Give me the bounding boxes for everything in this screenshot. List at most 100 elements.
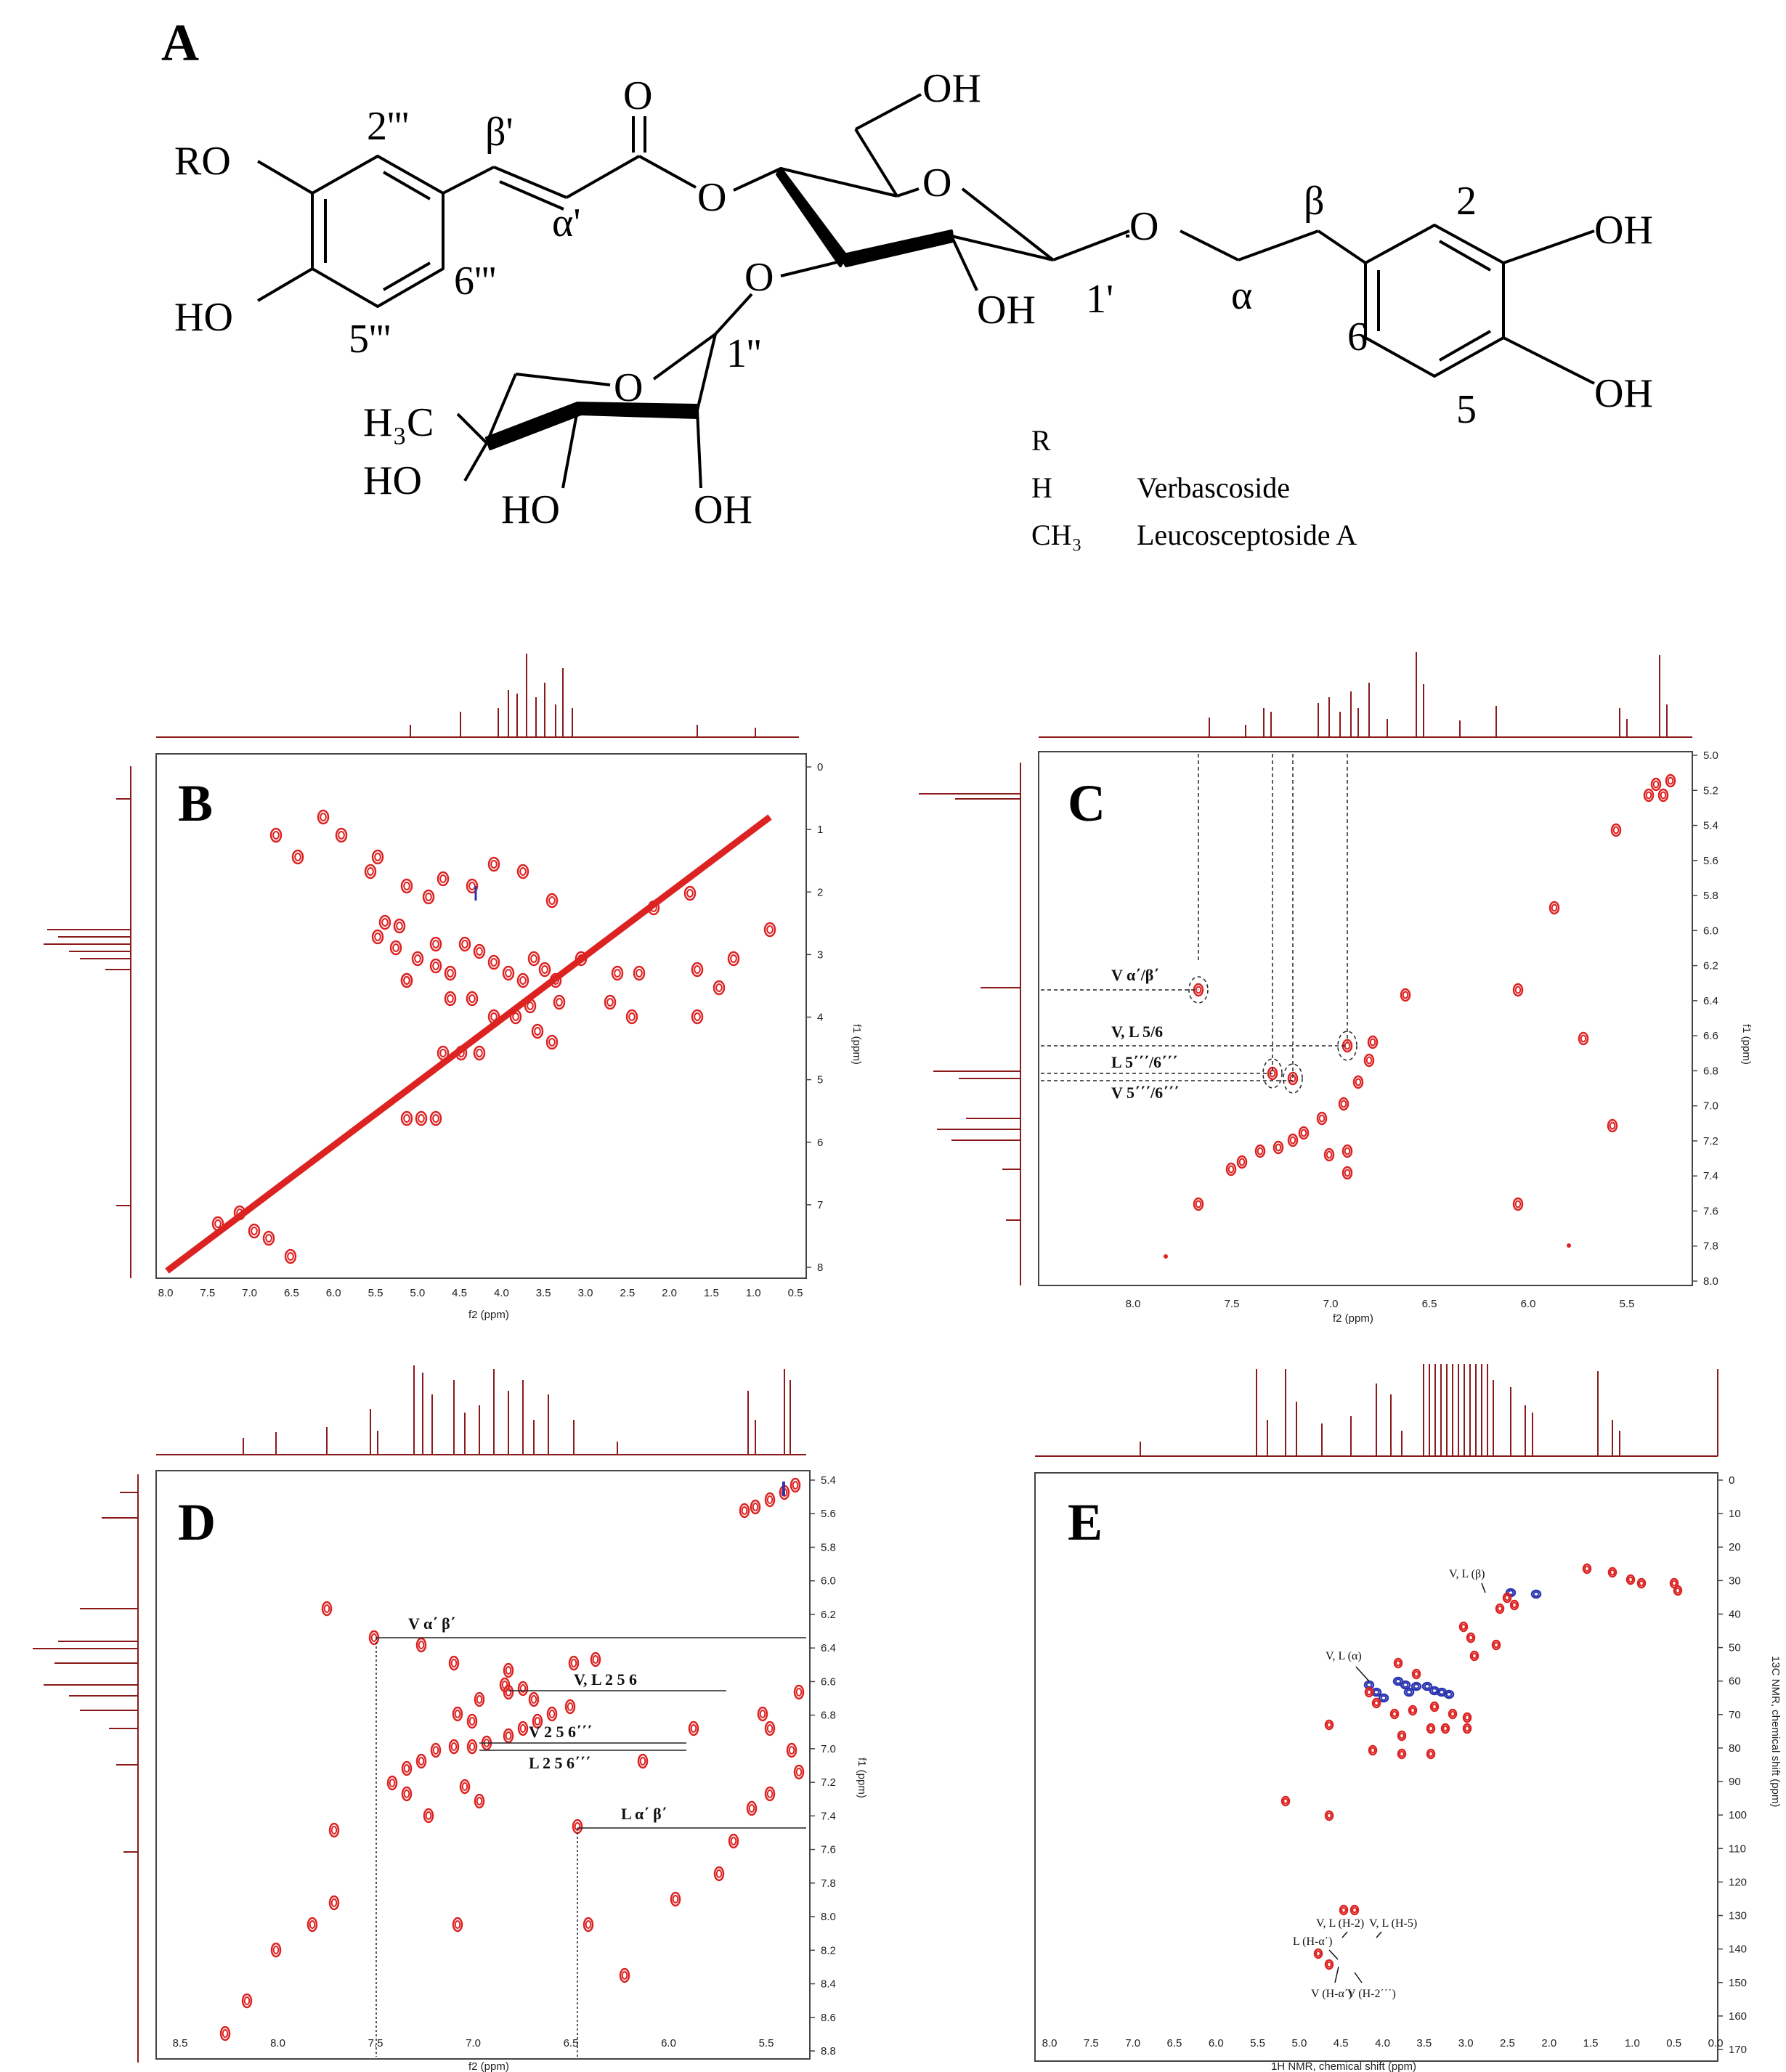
panel-e-peak-positive [1625, 1574, 1636, 1585]
panel-d-xtick: 7.5 [368, 2037, 383, 2049]
panel-e-annotation-alpha: V, L (α) [1326, 1650, 1362, 1662]
panel-c-peak [1338, 1097, 1349, 1111]
panel-e-peak-negative-inner [1395, 1678, 1402, 1684]
panel-c-ytick: 7.4 [1703, 1170, 1718, 1182]
panel-d-xtick: 6.0 [661, 2037, 676, 2049]
panel-b-peak-inner [396, 922, 403, 930]
panel-d-ytick: 5.4 [821, 1474, 836, 1487]
panel-e-xtick: 3.5 [1416, 2037, 1432, 2049]
panel-d-ytick: 6.8 [821, 1710, 836, 1722]
panel-e-peak-positive [1324, 1719, 1334, 1731]
panel-b-peak-inner [614, 969, 621, 978]
panel-b-cross-peaks [211, 809, 776, 1264]
panel-e-peak-negative-inner [1445, 1691, 1453, 1697]
panel-b-peak-inner [541, 965, 548, 974]
panel-e-peak-positive [1397, 1730, 1407, 1742]
label-oh-r1: OH [1594, 208, 1653, 253]
panel-c-ytick: 5.0 [1703, 749, 1718, 762]
label-five: 5 [1456, 387, 1477, 432]
panel-d-ytick: 7.8 [821, 1877, 836, 1890]
panel-b-peak [429, 958, 442, 974]
caffeoyl-ring [311, 155, 445, 308]
panel-e-peak-positive [1324, 1810, 1334, 1821]
panel-b-xtick: 2.5 [620, 1287, 635, 1299]
panel-b-peak-inner [476, 947, 483, 956]
panel-b-xtick: 6.0 [326, 1287, 341, 1299]
panel-c-peak-inner [1344, 1041, 1351, 1050]
panel-d-peak [499, 1677, 511, 1693]
label-oh-r2: OH [1594, 371, 1653, 416]
panel-d-xtick: 8.0 [270, 2037, 285, 2049]
panel-d-peak-inner [792, 1481, 799, 1490]
panel-e-peak-negative [1403, 1687, 1415, 1697]
panel-c-peak [1352, 1075, 1364, 1089]
panel-e-peak-positive [1426, 1723, 1436, 1734]
panel-e-peak-negative [1410, 1681, 1422, 1691]
panel-c-peak-inner [1652, 780, 1660, 789]
panel-e-peak-positive-inner [1464, 1725, 1470, 1732]
panel-e-peak-negative-inner [1424, 1683, 1431, 1689]
hydroxytyrosol-ring [1364, 224, 1505, 378]
panel-b-peak [647, 900, 660, 916]
panel-e-top-spectrum [1140, 1364, 1718, 1456]
panel-b-peak [393, 918, 406, 934]
panel-b-peak [262, 1230, 275, 1246]
panel-e-peak-positive-inner [1450, 1710, 1456, 1718]
panel-d-peak [746, 1800, 758, 1816]
panel-c-peak-inner [1402, 991, 1409, 999]
panel-e-peak-positive [1397, 1748, 1407, 1760]
panel-c-cross-peaks [1164, 773, 1676, 1259]
panel-c-peak [1193, 1197, 1204, 1211]
panel-d-ytick: 6.4 [821, 1642, 836, 1654]
panel-c-peak [1512, 1197, 1524, 1211]
panel-d-peak [568, 1655, 580, 1671]
panel-b-xtick: 4.0 [494, 1287, 509, 1299]
panel-d-ytick: 7.0 [821, 1743, 836, 1755]
panel-d-peak [474, 1691, 485, 1707]
panel-e-peak-positive [1324, 1959, 1334, 1970]
panel-d-peak [328, 1895, 340, 1911]
panel-e-peak-positive-inner [1464, 1714, 1470, 1721]
panel-d-peak [466, 1739, 478, 1755]
label-beta: β [1304, 179, 1325, 224]
panel-d-peak [728, 1833, 739, 1849]
panel-c-ytick: 8.0 [1703, 1275, 1718, 1288]
panel-b-peak-inner [650, 903, 657, 912]
panel-c-peak [1665, 773, 1676, 788]
panel-c-letter: C [1068, 774, 1105, 832]
panel-d-peak-inner [454, 1920, 461, 1929]
panel-b-xtick: 5.5 [368, 1287, 383, 1299]
panel-c-peak-inner [1369, 1038, 1376, 1047]
panel-e-peak-negative-inner [1413, 1683, 1420, 1689]
panel-b-peak-inner [534, 1027, 541, 1036]
panel-b-peak-inner [338, 831, 345, 840]
table-header-r: R [1031, 424, 1051, 457]
panel-e-plot: V, L (β) V, L (α) V, L (H-2) V, L (H-5) … [1034, 1364, 1782, 2072]
panel-b-peak-inner [548, 896, 556, 905]
panel-e-xtick: 1.5 [1583, 2037, 1599, 2049]
panel-c-peak-inner [1195, 986, 1202, 994]
panel-e-peak-negative [1443, 1689, 1455, 1699]
panel-b-peak-inner [265, 1234, 272, 1243]
panel-d-peak-inner [530, 1695, 537, 1704]
panel-c-peak-inner [1514, 1200, 1522, 1208]
panel-d-peak-inner [454, 1710, 461, 1718]
panel-b-peak-inner [374, 933, 381, 941]
panel-d-peak-inner [450, 1742, 458, 1751]
panel-b-peak-inner [447, 969, 454, 978]
panel-b-peak [683, 885, 697, 901]
panel-c-peak-inner [1344, 1169, 1351, 1177]
panel-e-peak-positive [1636, 1577, 1647, 1589]
panel-d-peak [219, 2026, 231, 2041]
label-oh-ch2: OH [922, 66, 981, 111]
panel-c-peak [1287, 1133, 1299, 1147]
panel-d-peak [583, 1917, 594, 1933]
panel-d-ytick: 8.0 [821, 1911, 836, 1923]
panel-b-peak [473, 1045, 486, 1061]
panel-b-xtick: 7.5 [200, 1287, 215, 1299]
panel-e-annotation-h2: V, L (H-2) [1316, 1917, 1364, 1930]
panel-b-top-spectrum [410, 654, 756, 737]
panel-e-peak-positive-inner [1610, 1569, 1615, 1576]
panel-b-peak-inner [272, 831, 280, 840]
panel-e-peak-negative-inner [1405, 1689, 1413, 1695]
